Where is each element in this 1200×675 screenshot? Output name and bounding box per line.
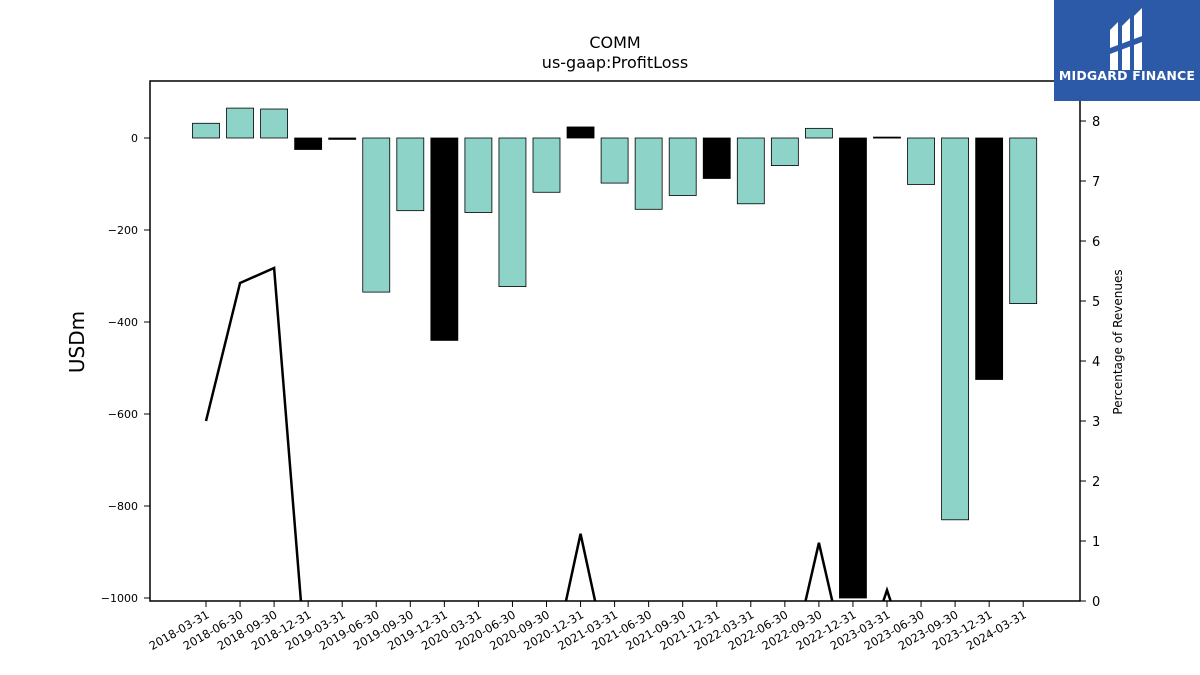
midgard-finance-logo: MIDGARD FINANCE [1054,0,1200,101]
bar-2020-06-30 [498,137,527,287]
y-tick-label: 0 [131,132,138,145]
y-tick-label: −1000 [101,592,138,605]
y-tick-label: −200 [108,224,138,237]
y-tick-label: −400 [108,316,138,329]
y2-axis-label: Percentage of Revenues [1111,269,1125,414]
bar-2018-09-30 [260,108,289,139]
bar-series [192,107,1038,599]
logo-text: MIDGARD FINANCE [1058,68,1196,83]
y2-tick-label: 7 [1092,175,1100,190]
bar-2023-09-30 [941,137,969,521]
midgard-logo-icon [1110,8,1142,70]
percentage-line [204,266,892,601]
bar-2020-09-30 [532,137,561,193]
chart-title: COMM [589,33,640,52]
y2-axis-ticks: 0 1 2 3 4 5 6 7 8 [1080,115,1100,610]
bar-2018-06-30 [226,107,254,139]
y-tick-label: −800 [108,500,138,513]
bar-2018-03-31 [192,122,220,139]
bar-2022-09-30 [805,127,833,139]
bar-2023-12-31 [975,137,1004,380]
x-axis-ticks: 2018-03-312018-06-302018-09-302018-12-31… [147,601,1029,653]
bar-2020-03-31 [464,137,493,213]
bar-2021-06-30 [634,137,663,210]
percentage-line-series [204,266,892,601]
y2-tick-label: 3 [1092,415,1100,430]
y2-tick-label: 6 [1092,235,1100,250]
y2-tick-label: 1 [1092,535,1100,550]
bar-2022-03-31 [736,137,765,205]
bar-2022-06-30 [770,137,799,167]
bar-2020-12-31 [566,126,595,139]
bar-2019-12-31 [430,137,459,341]
y2-tick-label: 2 [1092,475,1100,490]
bar-2021-09-30 [668,137,697,196]
y-axis-label: USDm [65,311,89,373]
bar-2021-12-31 [702,137,731,179]
y2-tick-label: 8 [1092,115,1100,130]
y2-tick-label: 5 [1092,295,1100,310]
bar-2022-12-31 [839,137,867,599]
chart-subtitle: us-gaap:ProfitLoss [542,53,688,72]
y-axis-ticks: 0 −200 −400 −600 −800 −1000 [101,132,150,605]
bar-2019-06-30 [362,137,391,293]
bar-2019-03-31 [328,137,357,140]
y2-tick-label: 4 [1092,355,1100,370]
y2-tick-label: 0 [1092,595,1100,610]
bar-2019-09-30 [396,137,425,212]
bar-2018-12-31 [294,137,323,150]
bar-2024-03-31 [1009,137,1038,305]
y-tick-label: −600 [108,408,138,421]
bar-2023-06-30 [907,137,935,185]
bar-2021-03-31 [600,137,629,184]
bar-2023-03-31 [873,136,901,139]
